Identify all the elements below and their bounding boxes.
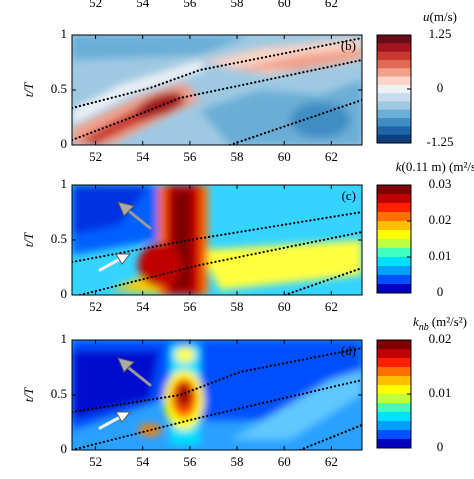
y-axis-label: t/T [21,82,36,97]
colorbar-level [377,221,411,231]
y-tick-label: 1 [61,176,68,191]
colorbar-tick-label: 0 [437,284,444,299]
panel-label: (c) [342,188,356,203]
y-tick-label: 0 [61,136,68,151]
clipped-x-tick-label: 56 [183,0,197,10]
y-tick-label: 1 [61,331,68,346]
colorbar-tick-label: -1.25 [426,134,453,149]
colorbar-tick-label: 0.02 [429,331,452,346]
colorbar-level [377,230,411,240]
colorbar-level [377,266,411,276]
colorbar-level [377,85,411,94]
colorbar-level [377,376,411,386]
x-tick-label: 62 [325,299,338,314]
colorbar-level [377,35,411,44]
colorbar-level [377,239,411,249]
colorbar-level [377,203,411,213]
colorbar-tick-label: 0.02 [429,212,452,227]
colorbar-level [377,185,411,195]
colorbar-level [377,340,411,350]
field-b [72,35,362,145]
colorbar-level [377,194,411,204]
colorbar-level [377,394,411,404]
colorbar-level [377,257,411,267]
colorbar-level [377,77,411,86]
colorbar-level [377,135,411,144]
colorbar-level [377,68,411,77]
x-tick-label: 52 [89,299,102,314]
colorbar-unit: (0.11 m) (m²/s²) [402,159,474,174]
x-tick-label: 56 [183,454,197,469]
panel-label: (d) [341,343,356,358]
x-tick-label: 62 [325,454,338,469]
colorbar-level [377,358,411,368]
clipped-x-tick-label: 58 [231,0,244,10]
y-tick-label: 0 [61,441,68,456]
x-tick-label: 52 [89,454,102,469]
y-axis-label: t/T [21,232,36,247]
colorbar-level [377,284,411,294]
colorbar-level [377,275,411,285]
x-tick-label: 62 [325,149,338,164]
x-tick-label: 56 [183,149,197,164]
clipped-x-tick-label: 52 [89,0,102,10]
x-tick-label: 54 [136,149,150,164]
colorbar-level [377,52,411,61]
colorbar-tick-label: 0.03 [429,176,452,191]
y-tick-label: 1 [61,26,68,41]
colorbar-level [377,93,411,102]
colorbar-level [377,412,411,422]
x-tick-label: 58 [231,299,244,314]
x-tick-label: 52 [89,149,102,164]
colorbar-subscript: nb [419,322,429,333]
y-axis-label: t/T [21,387,36,402]
x-tick-label: 54 [136,299,150,314]
colorbar-tick-label: 0 [437,80,444,95]
x-tick-label: 58 [231,149,244,164]
clipped-x-tick-label: 60 [278,0,291,10]
clipped-x-tick-label: 62 [325,0,338,10]
colorbar-tick-label: 0.01 [429,248,452,263]
x-tick-label: 58 [231,454,244,469]
colorbar-level [377,110,411,119]
y-tick-label: 0.5 [51,231,67,246]
colorbar-tick-label: 0.01 [429,385,452,400]
colorbar-level [377,101,411,110]
colorbar-level [377,118,411,127]
y-tick-label: 0.5 [51,81,67,96]
colorbar-label: k(0.11 m) (m²/s²) [396,159,474,174]
colorbar-label: u(m/s) [423,9,457,24]
x-tick-label: 60 [278,454,291,469]
colorbar-level [377,421,411,431]
colorbar-level [377,248,411,258]
x-tick-label: 54 [136,454,150,469]
colorbar-level [377,126,411,135]
x-tick-label: 60 [278,149,291,164]
colorbar-level [377,430,411,440]
colorbar-unit: (m/s) [430,9,457,24]
colorbar-level [377,60,411,69]
colorbar-level [377,367,411,377]
field-c [72,185,362,295]
x-tick-label: 56 [183,299,197,314]
colorbar-tick-label: 1.25 [429,26,452,41]
colorbar-level [377,212,411,222]
clipped-x-tick-label: 54 [136,0,150,10]
colorbar-unit: (m²/s²) [432,314,467,329]
colorbar-level [377,403,411,413]
colorbar-level [377,43,411,52]
colorbar-level [377,385,411,395]
colorbar-level [377,439,411,449]
x-tick-label: 60 [278,299,291,314]
y-tick-label: 0.5 [51,386,67,401]
colorbar-level [377,349,411,359]
panel-label: (b) [341,38,356,53]
colorbar-tick-label: 0 [437,439,444,454]
y-tick-label: 0 [61,286,68,301]
